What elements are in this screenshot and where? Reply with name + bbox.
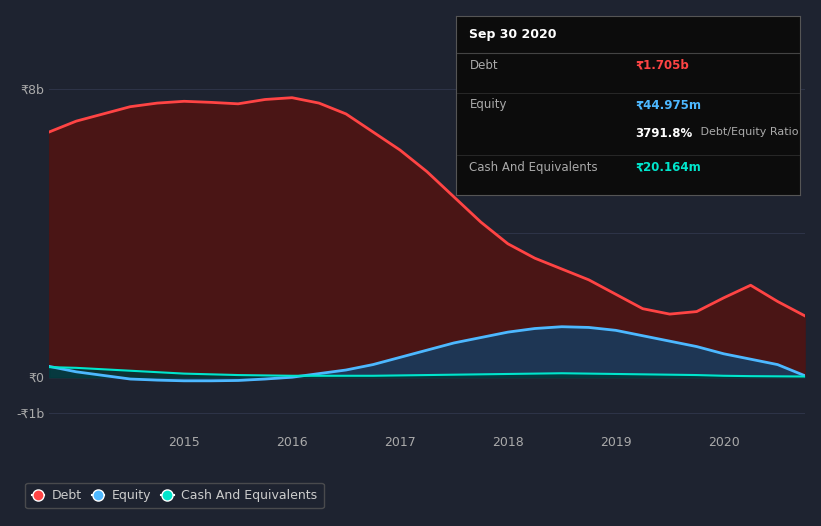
Text: ₹1.705b: ₹1.705b bbox=[635, 59, 689, 72]
Text: Cash And Equivalents: Cash And Equivalents bbox=[470, 160, 598, 174]
Text: Sep 30 2020: Sep 30 2020 bbox=[470, 28, 557, 42]
Text: ₹44.975m: ₹44.975m bbox=[635, 98, 701, 111]
Text: 3791.8%: 3791.8% bbox=[635, 127, 692, 140]
Text: Debt: Debt bbox=[470, 59, 498, 72]
Text: Equity: Equity bbox=[470, 98, 507, 111]
Legend: Debt, Equity, Cash And Equivalents: Debt, Equity, Cash And Equivalents bbox=[25, 483, 323, 509]
Text: Debt/Equity Ratio: Debt/Equity Ratio bbox=[697, 127, 799, 137]
Text: ₹20.164m: ₹20.164m bbox=[635, 160, 700, 174]
